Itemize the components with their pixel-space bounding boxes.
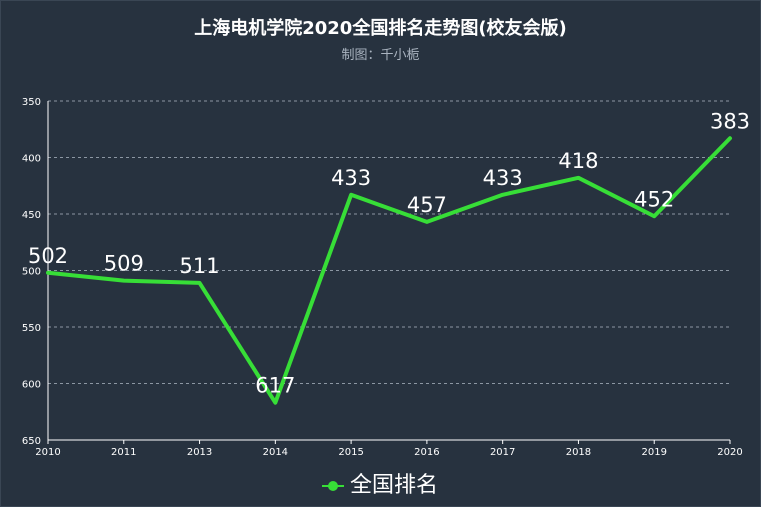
legend-line-marker-icon: [322, 479, 344, 493]
x-tick-label: 2018: [566, 447, 591, 458]
data-label: 418: [558, 149, 598, 173]
data-label: 511: [180, 254, 220, 278]
x-tick-label: 2013: [187, 447, 212, 458]
x-tick-label: 2010: [35, 447, 60, 458]
y-tick-label: 550: [22, 323, 41, 334]
y-tick-label: 350: [22, 97, 41, 108]
x-tick-label: 2015: [338, 447, 363, 458]
legend[interactable]: 全国排名: [322, 472, 438, 500]
y-tick-label: 650: [22, 436, 41, 447]
x-tick-label: 2019: [641, 447, 666, 458]
data-label: 433: [483, 166, 523, 190]
chart-subtitle: 制图：千小栀: [341, 48, 420, 63]
x-tick-label: 2014: [263, 447, 288, 458]
y-tick-label: 400: [22, 154, 41, 165]
data-label: 502: [28, 244, 68, 268]
x-tick-label: 2020: [717, 447, 742, 458]
data-label: 383: [710, 109, 750, 133]
data-label: 433: [331, 166, 371, 190]
x-tick-label: 2017: [490, 447, 515, 458]
legend-label: 全国排名: [350, 473, 439, 498]
x-tick-label: 2011: [111, 447, 136, 458]
data-label: 617: [255, 374, 295, 398]
y-tick-label: 500: [22, 267, 41, 278]
data-label: 452: [634, 187, 674, 211]
x-tick-label: 2016: [414, 447, 439, 458]
chart-title: 上海电机学院2020全国排名走势图(校友会版): [194, 18, 567, 39]
data-label: 457: [407, 193, 447, 217]
data-label: 509: [104, 252, 144, 276]
series-line: [46, 136, 732, 405]
y-tick-label: 450: [22, 210, 41, 221]
y-tick-label: 600: [22, 380, 41, 391]
